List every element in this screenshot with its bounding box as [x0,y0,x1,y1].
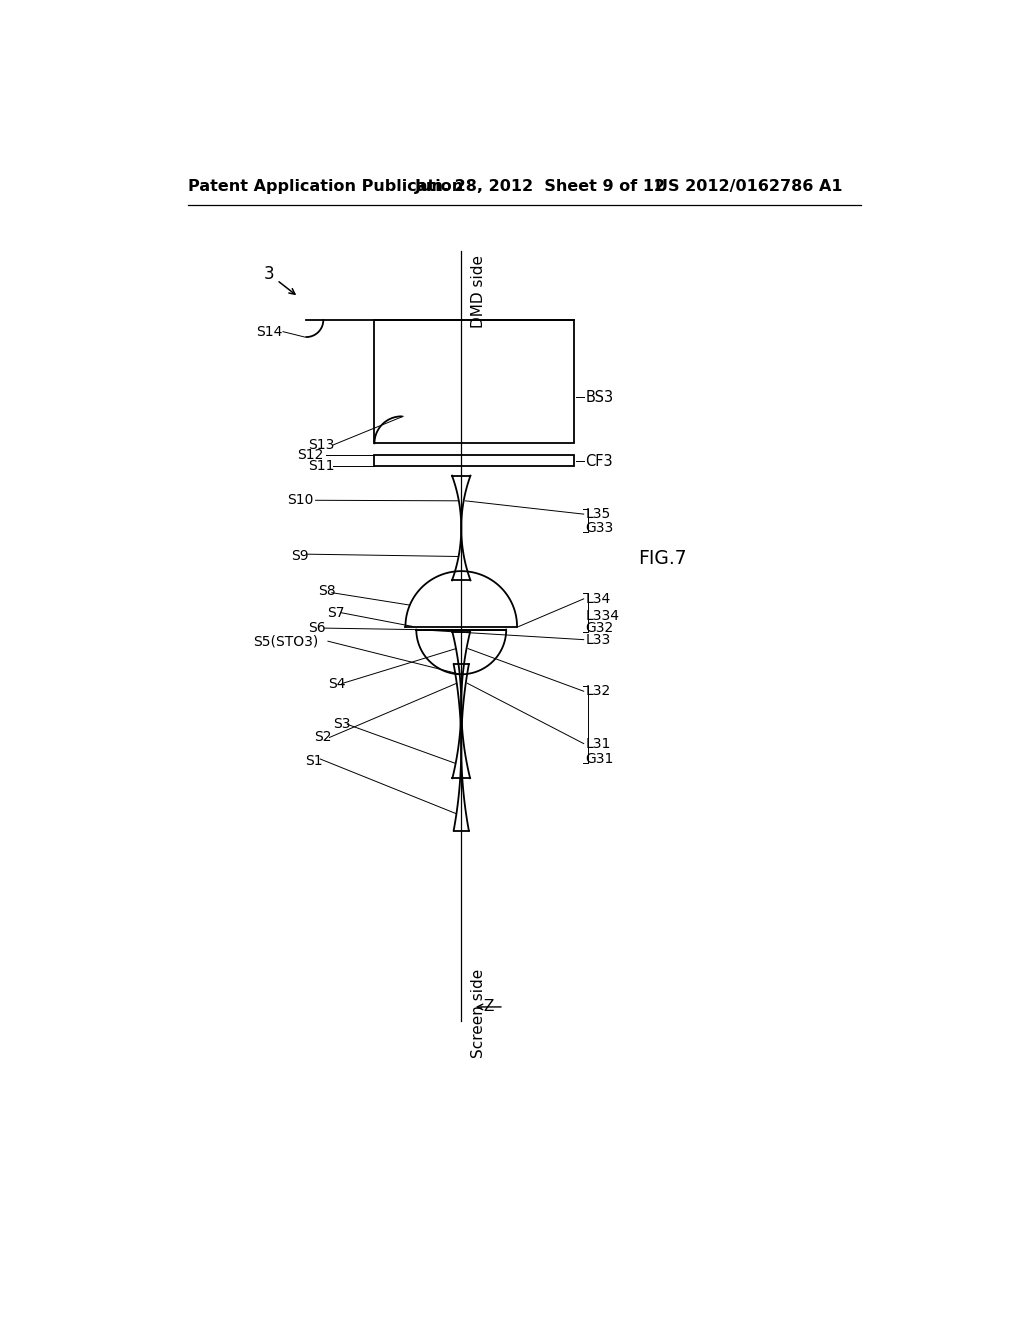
Text: Patent Application Publication: Patent Application Publication [188,180,464,194]
Text: Z: Z [483,999,494,1015]
Text: 3: 3 [263,265,274,282]
Text: S6: S6 [308,622,327,635]
Text: S1: S1 [305,754,323,768]
Text: S3: S3 [334,717,351,731]
Text: Screen side: Screen side [471,969,485,1057]
Text: S4: S4 [328,677,345,690]
Text: S12: S12 [297,447,324,462]
Text: S9: S9 [291,549,308,564]
Text: L32: L32 [586,684,610,698]
Text: BS3: BS3 [586,389,613,405]
Text: S13: S13 [308,438,335,451]
Text: CF3: CF3 [586,454,613,469]
Text: L34: L34 [586,591,610,606]
Text: S8: S8 [317,585,336,598]
Text: S5(STO3): S5(STO3) [254,634,318,648]
Text: L31: L31 [586,737,610,751]
Text: S7: S7 [328,606,345,619]
Text: L33: L33 [586,632,610,647]
Text: S11: S11 [308,459,335,474]
Text: L35: L35 [586,507,610,521]
Text: FIG.7: FIG.7 [638,549,686,569]
Text: L334: L334 [586,609,620,623]
Text: G33: G33 [586,521,613,535]
Text: Jun. 28, 2012  Sheet 9 of 12: Jun. 28, 2012 Sheet 9 of 12 [415,180,666,194]
Text: US 2012/0162786 A1: US 2012/0162786 A1 [655,180,843,194]
Text: S14: S14 [256,325,283,339]
Text: G31: G31 [586,752,613,766]
Text: G32: G32 [586,622,613,635]
Text: S2: S2 [314,730,332,744]
Bar [375,321,573,444]
Bar [375,455,573,466]
Text: DMD side: DMD side [471,255,485,327]
Text: S10: S10 [287,494,313,507]
